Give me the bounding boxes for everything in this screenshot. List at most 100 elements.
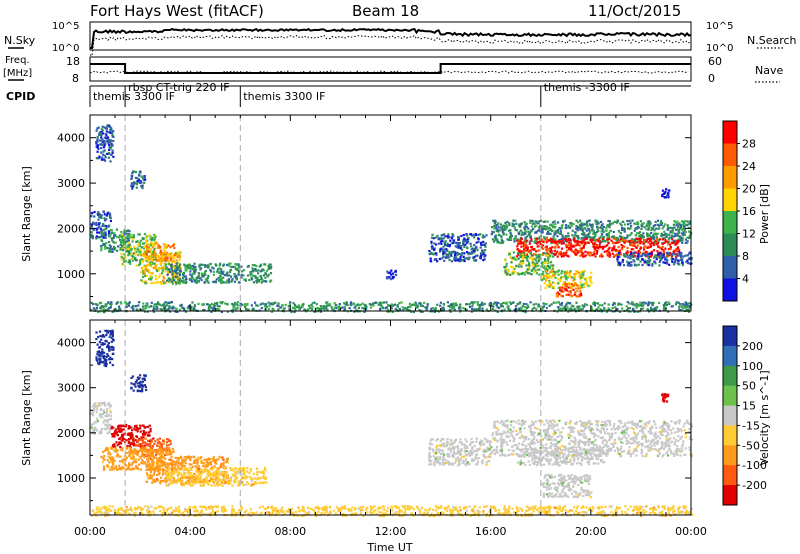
- range-cell: [681, 264, 684, 267]
- range-cell: [473, 259, 476, 262]
- range-cell: [469, 242, 472, 245]
- range-cell: [580, 251, 583, 254]
- range-cell: [553, 274, 556, 277]
- range-cell: [613, 235, 616, 238]
- range-cell: [140, 271, 143, 274]
- range-cell: [540, 246, 543, 249]
- range-cell: [514, 228, 517, 231]
- range-cell: [523, 241, 526, 244]
- range-cell: [121, 236, 124, 239]
- range-cell: [567, 224, 570, 227]
- range-cell: [457, 246, 460, 249]
- range-cell: [502, 240, 505, 243]
- range-cell: [686, 304, 689, 307]
- range-cell: [178, 251, 181, 254]
- range-cell: [629, 227, 632, 230]
- range-cell: [143, 456, 146, 459]
- range-cell: [101, 305, 104, 308]
- range-cell: [330, 306, 333, 309]
- range-cell: [571, 244, 574, 247]
- range-cell: [107, 418, 110, 421]
- range-cell: [153, 247, 156, 250]
- range-cell: [479, 246, 482, 249]
- range-cell: [596, 308, 599, 311]
- range-cell: [156, 307, 159, 311]
- range-cell: [161, 259, 165, 262]
- range-cell: [179, 278, 182, 281]
- range-cell: [547, 239, 550, 242]
- range-cell: [657, 240, 660, 244]
- range-cell: [138, 261, 142, 264]
- range-cell: [128, 441, 131, 445]
- range-cell: [632, 303, 635, 306]
- range-cell: [150, 282, 153, 285]
- range-cell: [108, 224, 111, 227]
- range-cell: [686, 220, 689, 223]
- range-cell: [567, 244, 570, 247]
- range-cell: [274, 301, 277, 304]
- range-cell: [123, 253, 126, 256]
- range-cell: [633, 222, 636, 225]
- range-cell: [533, 240, 536, 244]
- range-cell: [569, 246, 572, 249]
- range-cell: [107, 230, 110, 233]
- range-cell: [576, 290, 579, 293]
- range-cell: [103, 243, 106, 246]
- range-cell: [688, 230, 691, 233]
- range-cell: [548, 281, 551, 284]
- range-cell: [595, 230, 599, 234]
- range-cell: [103, 144, 106, 147]
- range-cell: [560, 276, 563, 279]
- range-cell: [528, 263, 531, 266]
- range-cell: [564, 224, 568, 227]
- range-cell: [137, 304, 140, 307]
- range-cell: [605, 232, 608, 236]
- range-cell: [594, 232, 597, 235]
- range-cell: [122, 257, 125, 260]
- range-cell: [168, 444, 171, 447]
- range-cell: [554, 222, 557, 225]
- range-cell: [364, 306, 367, 309]
- range-cell: [143, 176, 146, 179]
- range-cell: [267, 266, 271, 269]
- range-cell: [570, 285, 573, 288]
- range-cell: [627, 256, 630, 259]
- range-cell: [520, 262, 523, 265]
- range-cell: [575, 227, 578, 230]
- range-cell: [167, 449, 170, 452]
- range-cell: [101, 416, 104, 419]
- range-cell: [153, 233, 156, 236]
- range-cell: [456, 253, 459, 256]
- range-cell: [343, 308, 347, 311]
- range-cell: [560, 290, 563, 293]
- range-cell: [100, 158, 103, 161]
- freq-trace: [90, 63, 691, 74]
- range-cell: [516, 245, 519, 248]
- range-cell: [667, 238, 670, 241]
- range-cell: [146, 425, 149, 428]
- range-cell: [191, 277, 194, 280]
- range-cell: [507, 305, 510, 308]
- range-cell: [156, 463, 159, 466]
- range-cell: [673, 261, 676, 264]
- range-cell: [147, 250, 150, 253]
- range-cell: [588, 251, 592, 254]
- range-cell: [533, 225, 537, 228]
- range-cell: [622, 245, 625, 248]
- range-cell: [637, 263, 640, 266]
- range-cell: [287, 305, 290, 308]
- range-cell: [585, 222, 588, 225]
- range-cell: [148, 271, 151, 274]
- range-cell: [155, 451, 158, 454]
- range-cell: [170, 301, 173, 304]
- range-cell: [636, 302, 639, 306]
- range-cell: [212, 280, 215, 283]
- range-cell: [105, 127, 108, 130]
- range-cell: [580, 227, 583, 230]
- range-cell: [600, 235, 603, 238]
- range-cell: [545, 245, 548, 248]
- range-cell: [131, 429, 134, 432]
- range-cell: [172, 243, 175, 246]
- range-cell: [572, 308, 575, 312]
- range-cell: [668, 233, 671, 236]
